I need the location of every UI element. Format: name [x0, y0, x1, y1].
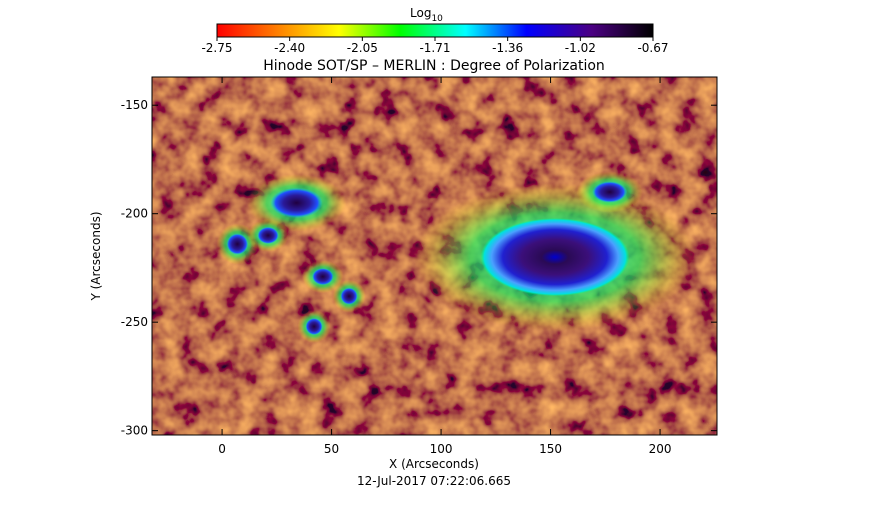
colorbar-tick-label: -0.67 — [637, 41, 668, 55]
y-tick-label: -250 — [121, 315, 148, 329]
colorbar-label: Log10 — [410, 6, 443, 24]
x-tick-label: 200 — [649, 442, 672, 456]
colorbar-tick-label: -1.02 — [565, 41, 596, 55]
colorbar: Log10 -2.75 -2.40 -2.05 -1.71 -1.36 -1.02 -0.6… — [201, 6, 668, 55]
colorbar-tick-label: -2.05 — [347, 41, 378, 55]
x-tick-label: 150 — [539, 442, 562, 456]
x-tick-label: 0 — [218, 442, 226, 456]
colorbar-tick-label: -2.40 — [274, 41, 305, 55]
pore — [226, 233, 249, 255]
pore — [270, 187, 323, 219]
pore — [592, 181, 628, 203]
x-tick-label: 50 — [324, 442, 339, 456]
main-sunspot — [480, 218, 630, 297]
pore — [311, 267, 334, 286]
y-tick-label: -200 — [121, 207, 148, 221]
colorbar-tick-label: -2.75 — [201, 41, 232, 55]
colorbar-tick-label: -1.36 — [492, 41, 523, 55]
y-axis-label: Y (Arcseconds) — [89, 211, 103, 301]
pore — [340, 287, 358, 305]
pore — [305, 317, 323, 336]
plot-frame — [151, 76, 718, 436]
x-tick-label: 100 — [430, 442, 453, 456]
pore — [257, 226, 280, 245]
y-tick-label: -150 — [121, 98, 148, 112]
heatmap-image — [152, 77, 717, 435]
colorbar-tick-label: -1.71 — [419, 41, 450, 55]
colorbar-label-subscript: 10 — [431, 14, 443, 24]
y-tick-label: -300 — [121, 424, 148, 438]
x-axis-label: X (Arcseconds) — [389, 457, 479, 471]
colorbar-gradient — [216, 23, 654, 38]
chart-title: Hinode SOT/SP – MERLIN : Degree of Polar… — [263, 58, 605, 74]
axis-ticks: 0 50 100 150 200 -150 -200 -250 -300 — [121, 77, 717, 456]
heatmap-features — [216, 171, 697, 344]
colorbar-ticks: -2.75 -2.40 -2.05 -1.71 -1.36 -1.02 -0.67 — [201, 37, 669, 55]
timestamp: 12-Jul-2017 07:22:06.665 — [357, 474, 511, 488]
